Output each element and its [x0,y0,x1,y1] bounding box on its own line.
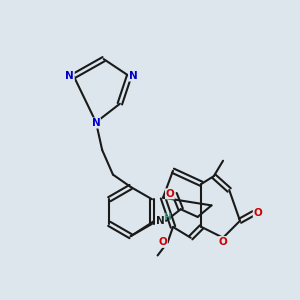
Text: O: O [159,237,167,248]
Text: O: O [166,189,174,199]
Text: H: H [163,213,171,222]
Text: O: O [253,208,262,218]
Text: N: N [65,71,74,81]
Text: N: N [155,216,164,226]
Text: N: N [92,118,100,128]
Text: O: O [219,237,227,247]
Text: N: N [129,71,137,81]
